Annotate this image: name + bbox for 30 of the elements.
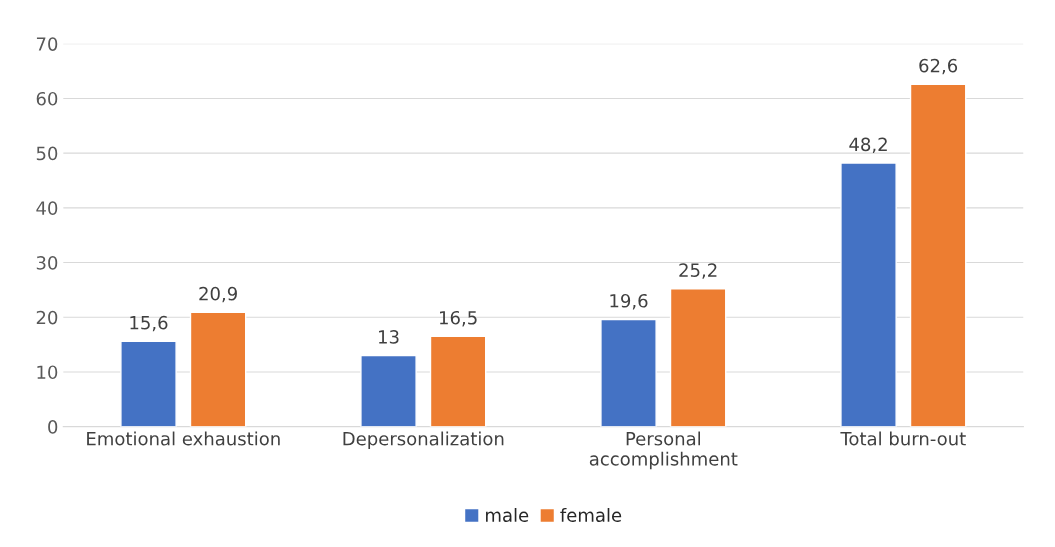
data-label: 62,6 (919, 58, 958, 75)
bar (600, 318, 657, 427)
bar (360, 354, 417, 427)
x-tick-label: Depersonalization (343, 431, 504, 449)
bar (669, 288, 727, 427)
data-label: 16,5 (440, 310, 477, 327)
data-label: 13 (379, 330, 399, 344)
bar (909, 83, 967, 427)
y-tick-label: 70 (36, 37, 58, 51)
data-label: 19,6 (610, 293, 648, 310)
y-tick-label: 0 (48, 420, 58, 434)
bar (429, 335, 487, 427)
y-tick-label: 10 (37, 365, 58, 380)
bar (840, 162, 897, 427)
y-tick-label: 50 (36, 146, 58, 161)
y-tick-label: 60 (36, 91, 58, 106)
y-tick-label: 40 (36, 201, 58, 215)
legend-label: male (486, 508, 529, 522)
data-label: 48,2 (849, 137, 887, 154)
y-tick-label: 30 (36, 256, 58, 270)
data-label: 25,2 (679, 263, 717, 279)
data-label: 15,6 (130, 315, 168, 332)
bar (189, 311, 247, 427)
data-label: 20,9 (199, 286, 237, 303)
y-tick-label: 20 (36, 310, 58, 325)
x-tick-label: Total burn-out (840, 431, 966, 446)
legend-label: female (560, 508, 622, 522)
x-tick-label: Emotional exhaustion (87, 431, 280, 446)
bar (120, 340, 177, 427)
x-tick-label: Personal accomplishment (589, 431, 738, 470)
